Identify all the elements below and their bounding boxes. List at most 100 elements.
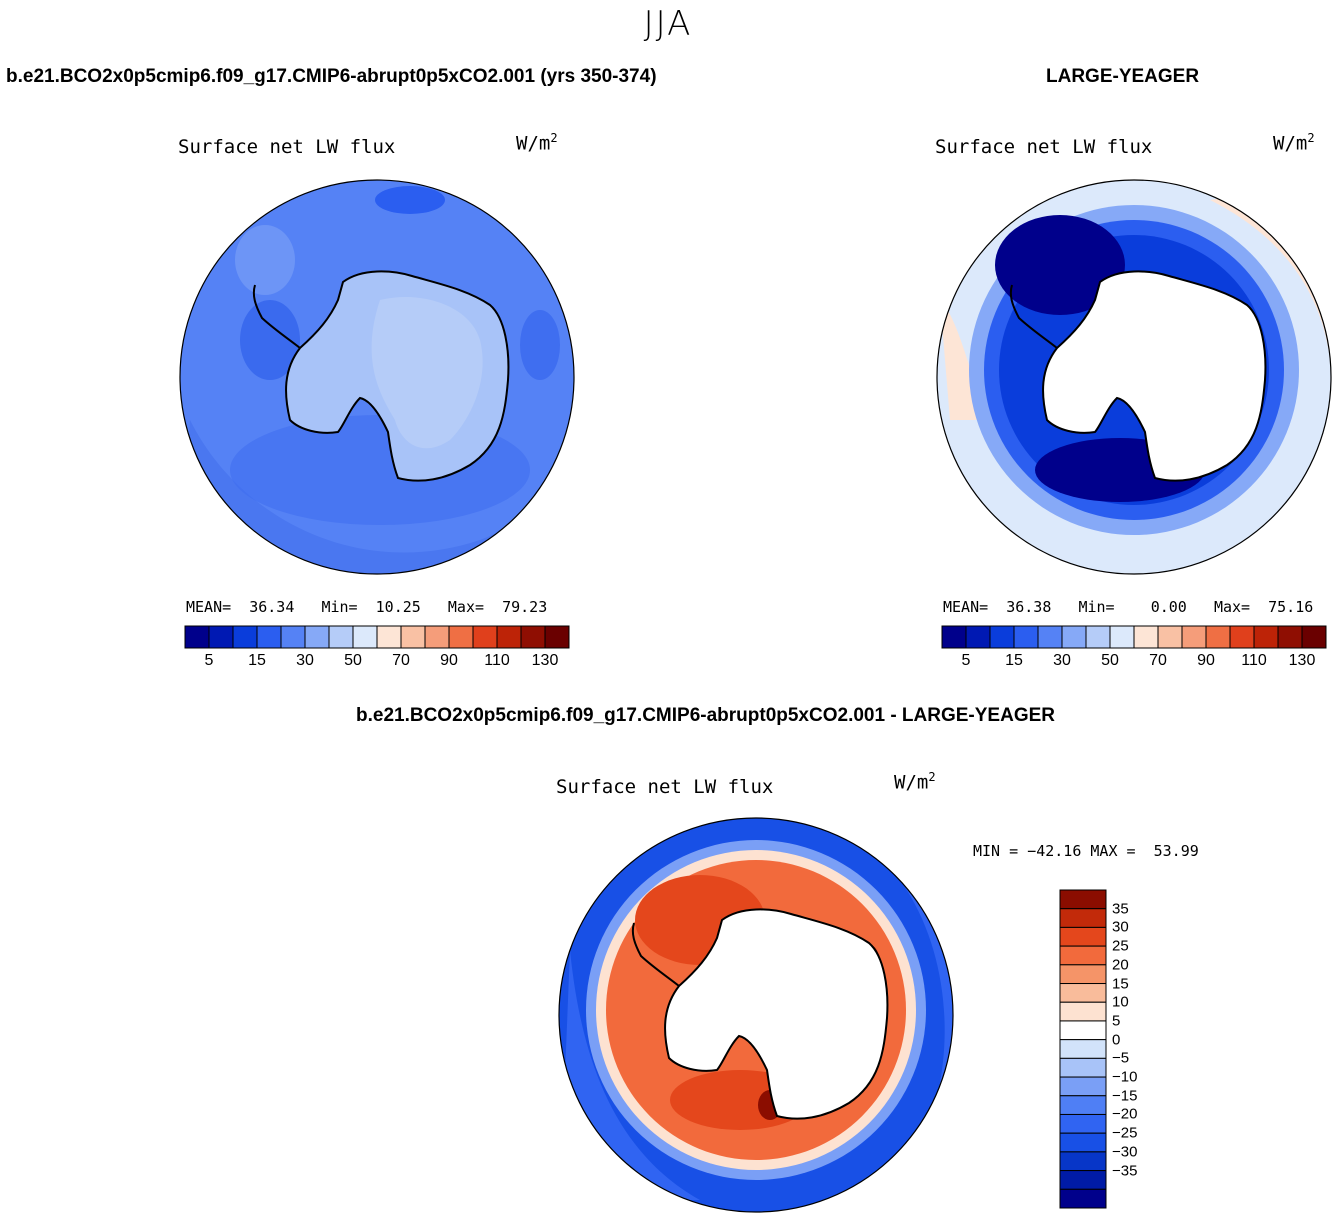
colorbar-swatch <box>1059 964 1107 985</box>
panel2-field <box>937 180 1331 574</box>
colorbar-tick-label: 35 <box>1112 900 1129 918</box>
colorbar-swatch <box>1061 625 1087 649</box>
colorbar-swatch <box>472 625 498 649</box>
colorbar-tick-label: 90 <box>1197 652 1215 669</box>
colorbar-swatch <box>208 625 234 649</box>
diff-antarctica <box>631 908 889 1120</box>
panel1-stats: MEAN= 36.34 Min= 10.25 Max= 79.23 <box>186 598 548 616</box>
colorbar-swatch <box>965 625 991 649</box>
panel2-title: LARGE-YEAGER <box>1046 66 1200 87</box>
colorbar-swatch <box>184 625 210 649</box>
colorbar-swatch <box>1059 908 1107 928</box>
panel2-antarctica <box>1009 270 1267 482</box>
panel1-antarctica <box>252 270 510 482</box>
panel1-units: W/m2 <box>516 131 558 155</box>
colorbar-tick-label: 70 <box>392 652 410 669</box>
colorbar-tick-label: 130 <box>1288 652 1316 669</box>
colorbar-swatch <box>1059 1095 1107 1115</box>
panel2-stats: MEAN= 36.38 Min= 0.00 Max= 75.16 <box>943 598 1314 616</box>
colorbar-swatch <box>304 625 330 649</box>
diff-colorbar-ticks: 35 30 25 20 15 10 5 0 −5 −10 −15 −20 −25 −30 −35 <box>1112 890 1172 1208</box>
colorbar-swatch <box>1059 926 1107 947</box>
colorbar-tick-label: 5 <box>961 652 971 669</box>
colorbar-tick-label: 30 <box>1053 652 1071 669</box>
colorbar-swatch <box>280 625 306 649</box>
colorbar-swatch <box>1013 625 1039 649</box>
colorbar-swatch <box>1059 1151 1107 1172</box>
panel1-colorbar <box>184 625 570 649</box>
diff-title: b.e21.BCO2x0p5cmip6.f09_g17.CMIP6-abrupt… <box>356 705 1056 726</box>
colorbar-tick-label: 15 <box>248 652 266 669</box>
colorbar-tick-label: −10 <box>1112 1068 1138 1086</box>
colorbar-tick-label: 25 <box>1112 937 1129 955</box>
season-title: JJA <box>643 4 693 44</box>
panel1-title: b.e21.BCO2x0p5cmip6.f09_g17.CMIP6-abrupt… <box>6 66 657 87</box>
colorbar-tick-label: −5 <box>1112 1049 1130 1067</box>
colorbar-tick-label: 20 <box>1112 956 1129 974</box>
colorbar-swatch <box>328 625 354 649</box>
colorbar-swatch <box>1085 625 1111 649</box>
colorbar-swatch <box>352 625 378 649</box>
diff-colorbar <box>1059 889 1107 1209</box>
colorbar-swatch <box>520 625 546 649</box>
colorbar-swatch <box>424 625 450 649</box>
colorbar-swatch <box>1157 625 1183 649</box>
colorbar-swatch <box>1059 1113 1107 1134</box>
colorbar-swatch <box>1277 625 1303 649</box>
colorbar-swatch <box>1059 1132 1107 1153</box>
colorbar-swatch <box>1253 625 1279 649</box>
colorbar-swatch <box>1205 625 1231 649</box>
colorbar-swatch <box>376 625 402 649</box>
colorbar-swatch <box>1037 625 1063 649</box>
colorbar-swatch <box>989 625 1015 649</box>
colorbar-swatch <box>941 625 967 649</box>
colorbar-tick-label: 50 <box>1101 652 1119 669</box>
colorbar-tick-label: −15 <box>1112 1087 1138 1105</box>
colorbar-tick-label: 50 <box>344 652 362 669</box>
colorbar-tick-label: 30 <box>1112 918 1129 936</box>
colorbar-tick-label: 90 <box>440 652 458 669</box>
diff-minmax: MIN = −42.16 MAX = 53.99 <box>973 842 1199 860</box>
colorbar-tick-label: 110 <box>1241 652 1267 669</box>
colorbar-swatch <box>544 625 570 649</box>
panel1-colorbar-ticks: 5 15 30 50 70 90 110 130 <box>185 652 569 674</box>
colorbar-tick-label: −25 <box>1112 1124 1138 1142</box>
colorbar-tick-label: −35 <box>1112 1162 1138 1180</box>
colorbar-tick-label: 110 <box>484 652 510 669</box>
colorbar-swatch <box>1109 625 1135 649</box>
diff-field <box>559 818 953 1212</box>
colorbar-swatch <box>1059 1057 1107 1078</box>
colorbar-tick-label: 30 <box>296 652 314 669</box>
colorbar-tick-label: 130 <box>531 652 559 669</box>
colorbar-tick-label: 70 <box>1149 652 1167 669</box>
panel2-units: W/m2 <box>1273 131 1315 155</box>
colorbar-swatch <box>1181 625 1207 649</box>
colorbar-tick-label: 0 <box>1112 1031 1121 1049</box>
panel2-colorbar-ticks: 5 15 30 50 70 90 110 130 <box>942 652 1326 674</box>
colorbar-tick-label: −20 <box>1112 1105 1138 1123</box>
colorbar-tick-label: 5 <box>204 652 214 669</box>
colorbar-swatch <box>1059 1020 1107 1041</box>
colorbar-swatch <box>1059 1001 1107 1022</box>
colorbar-swatch <box>1059 1039 1107 1059</box>
colorbar-swatch <box>1301 625 1327 649</box>
diff-units: W/m2 <box>894 770 936 794</box>
colorbar-tick-label: 15 <box>1112 975 1129 993</box>
colorbar-swatch <box>1059 945 1107 966</box>
colorbar-swatch <box>400 625 426 649</box>
colorbar-tick-label: 15 <box>1005 652 1023 669</box>
colorbar-swatch <box>256 625 282 649</box>
colorbar-swatch <box>1059 1170 1107 1190</box>
colorbar-swatch <box>1059 983 1107 1003</box>
colorbar-tick-label: 10 <box>1112 993 1129 1011</box>
panel1-variable-label: Surface net LW flux <box>178 136 396 158</box>
colorbar-swatch <box>448 625 474 649</box>
colorbar-swatch <box>496 625 522 649</box>
colorbar-swatch <box>1059 1076 1107 1097</box>
panel2-colorbar <box>941 625 1327 649</box>
colorbar-swatch <box>1133 625 1159 649</box>
colorbar-swatch <box>1229 625 1255 649</box>
diff-variable-label: Surface net LW flux <box>556 776 774 798</box>
panel1-field <box>180 180 574 574</box>
colorbar-swatch <box>232 625 258 649</box>
